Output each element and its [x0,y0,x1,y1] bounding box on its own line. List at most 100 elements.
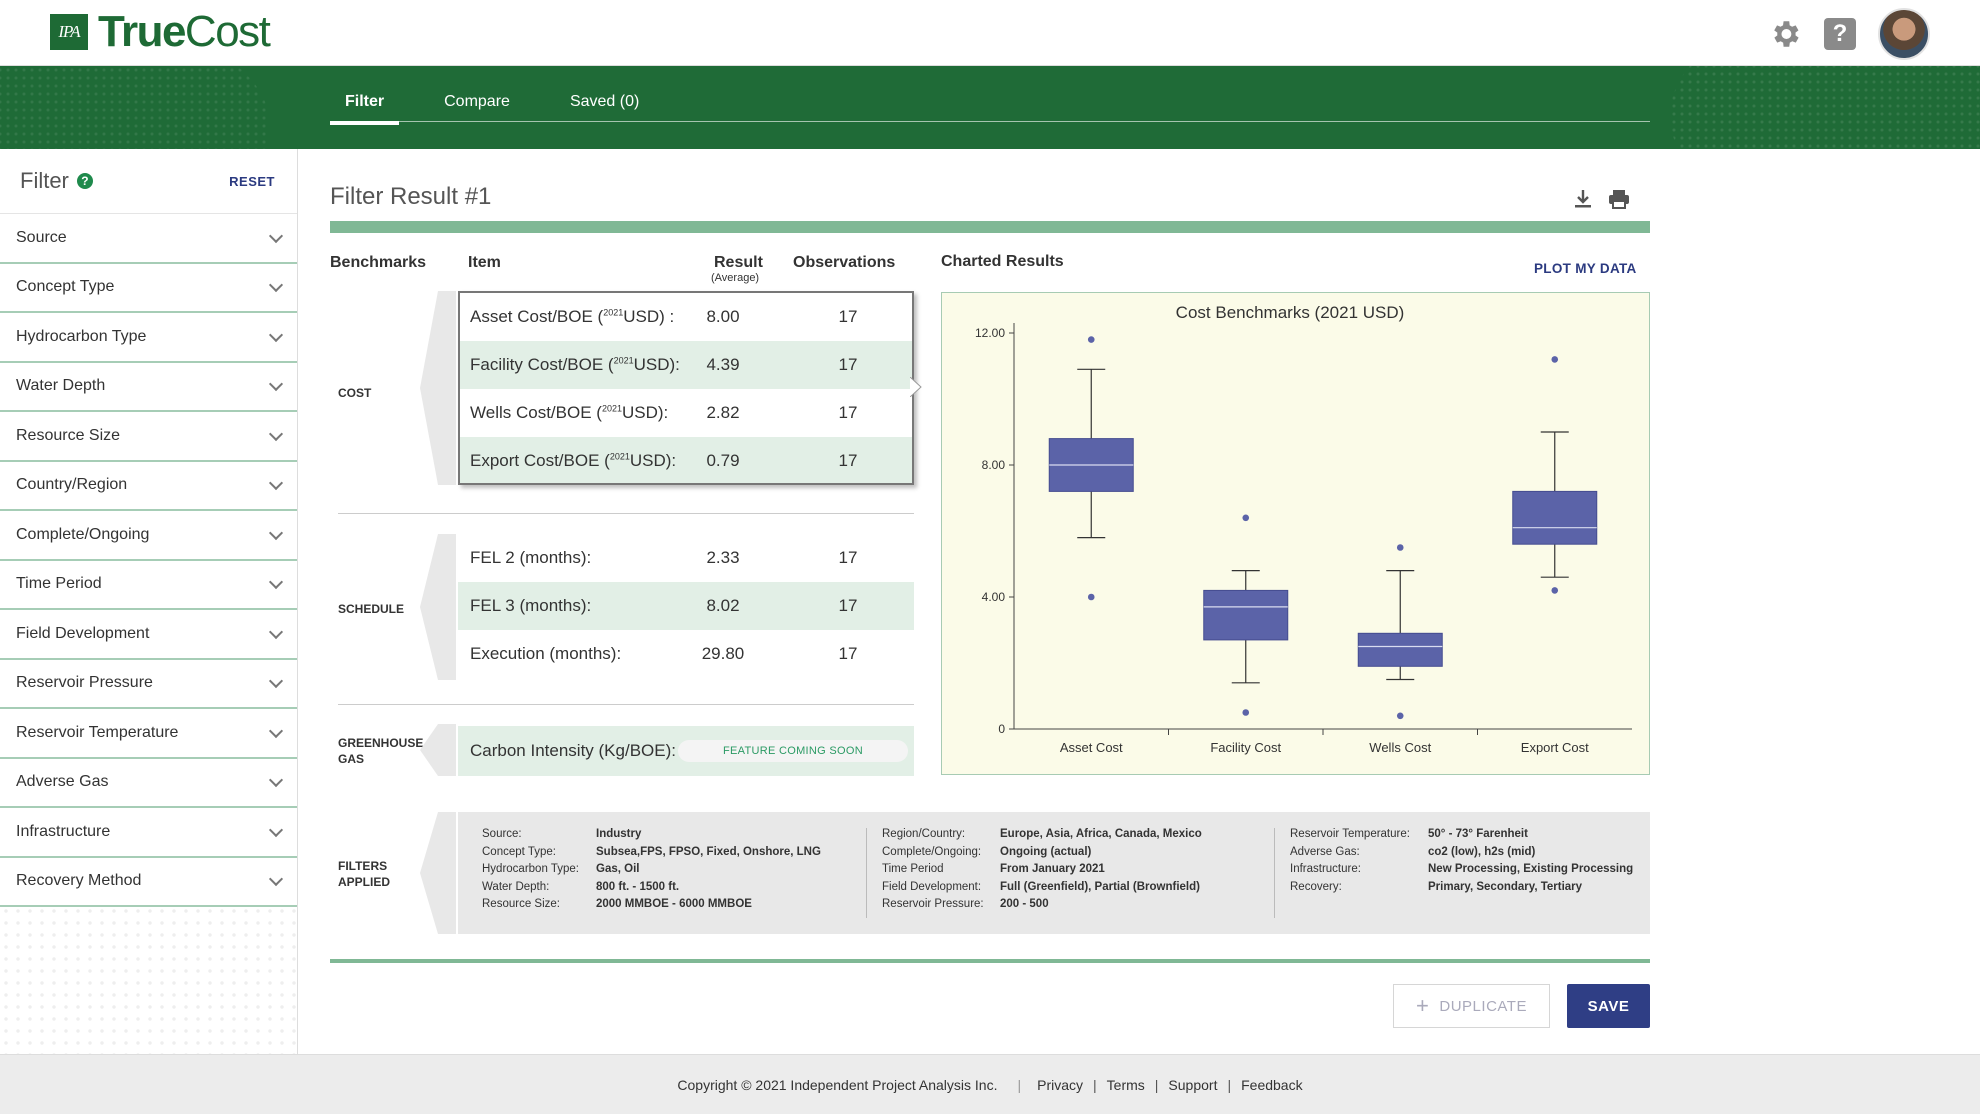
box-export-cost [1512,490,1598,545]
x-tick-label: Facility Cost [1210,740,1281,755]
facet-water-depth[interactable]: Water Depth [0,362,297,412]
observations-header: Observations [793,254,896,271]
filters-applied-box: Source: Industry Concept Type: Subsea,FPS,… [458,812,1650,934]
schedule-bracket [420,534,456,680]
table-row[interactable]: Execution (months): 29.80 17 [470,644,858,663]
facet-adverse-gas[interactable]: Adverse Gas [0,758,297,808]
top-right-icons: ? [1768,8,1930,60]
copyright-text: Copyright © 2021 Independent Project Ana… [677,1076,998,1093]
print-icon[interactable] [1608,189,1630,209]
facet-hydrocarbon-type[interactable]: Hydrocarbon Type [0,313,297,363]
plot-my-data-link[interactable]: PLOT MY DATA [1534,261,1637,276]
user-avatar[interactable] [1878,8,1930,60]
filters-separator [866,828,867,918]
outlier-point [1396,712,1404,720]
filters-col-1: Source: Industry Concept Type: Subsea,FPS,… [482,828,821,910]
chart-title: Cost Benchmarks (2021 USD) [1176,303,1405,322]
group-divider [338,513,914,514]
chevron-down-icon [268,476,284,491]
outlier-point [1242,514,1250,522]
filter-help-icon[interactable]: ? [76,173,93,189]
y-tick-label: 12.00 [975,326,1005,340]
save-button[interactable]: SAVE [1567,984,1650,1028]
facet-reservoir-temperature[interactable]: Reservoir Temperature [0,709,297,759]
filter-header: Filter ? RESET [0,149,297,214]
truecost-logo[interactable]: IPA TrueCost [50,7,271,56]
tab-filter[interactable]: Filter [330,93,400,125]
chevron-down-icon [268,624,284,639]
chevron-down-icon [268,773,284,788]
app-title: TrueCost [98,7,271,56]
tab-saved[interactable]: Saved (0) [569,93,640,110]
table-row[interactable]: FEL 3 (months): 8.02 17 [458,582,914,630]
chevron-down-icon [268,723,284,738]
reset-button[interactable]: RESET [229,173,275,189]
cost-benchmark-chart: Cost Benchmarks (2021 USD) 0 4.00 8.00 12.00… [941,292,1650,775]
schedule-group-label: SCHEDULE [338,602,405,616]
support-link[interactable]: Support [1168,1076,1218,1093]
result-subheader: (Average) [711,272,760,284]
tab-compare[interactable]: Compare [444,93,510,110]
chevron-down-icon [268,278,284,293]
privacy-link[interactable]: Privacy [1037,1076,1084,1093]
globe-decoration-right [1670,66,1980,149]
table-row[interactable]: Facility Cost/BOE (2021USD): 4.39 17 [458,341,914,389]
facet-recovery-method[interactable]: Recovery Method [0,857,297,907]
item-header: Item [468,254,501,271]
selection-pointer [910,377,922,397]
chevron-down-icon [268,228,284,243]
box-facility-cost [1203,589,1289,641]
filter-sidebar: Filter ? RESET Source Concept Type Hydro… [0,149,298,1054]
facet-complete-ongoing[interactable]: Complete/Ongoing [0,511,297,561]
help-icon[interactable]: ? [1824,18,1856,50]
gear-icon[interactable] [1768,17,1802,51]
facet-concept-type[interactable]: Concept Type [0,263,297,313]
chevron-down-icon [268,377,284,392]
filters-col-2: Region/Country: Europe, Asia, Africa, Can… [882,828,1202,910]
duplicate-button[interactable]: + DUPLICATE [1393,984,1550,1028]
outlier-point [1551,356,1559,363]
chevron-down-icon [268,575,284,590]
filters-col-3: Reservoir Temperature: 50° - 73° Farenhei… [1290,828,1634,893]
facet-reservoir-pressure[interactable]: Reservoir Pressure [0,659,297,709]
x-tick-label: Asset Cost [1060,740,1123,755]
download-icon[interactable] [1574,189,1592,209]
ipa-logo-badge: IPA [50,14,88,50]
result-header: Result [714,254,763,271]
top-bar: IPA TrueCost ? [0,0,1980,66]
y-tick-label: 0 [998,722,1005,736]
chevron-down-icon [268,872,284,887]
nav-band: Filter Compare Saved (0) [0,66,1980,149]
facet-country-region[interactable]: Country/Region [0,461,297,511]
feedback-link[interactable]: Feedback [1241,1076,1303,1093]
bottom-rule [330,959,1650,963]
filters-separator [1274,828,1275,918]
outlier-point [1087,593,1095,601]
cost-selection-frame [458,291,914,485]
x-tick-label: Wells Cost [1369,740,1431,755]
table-row[interactable]: Wells Cost/BOE (2021USD): 2.82 17 [470,403,858,422]
plus-icon: + [1416,993,1430,1018]
title-rule [330,221,1650,233]
facet-resource-size[interactable]: Resource Size [0,412,297,462]
facet-source[interactable]: Source [0,214,297,264]
table-row[interactable]: FEL 2 (months): 2.33 17 [470,548,858,567]
chevron-down-icon [268,426,284,441]
table-row[interactable]: Export Cost/BOE (2021USD): 0.79 17 [458,437,914,485]
chevron-down-icon [268,822,284,837]
table-row[interactable]: Asset Cost/BOE (2021USD) : 8.00 17 [470,307,858,326]
facet-infrastructure[interactable]: Infrastructure [0,808,297,858]
greenhouse-bracket [420,724,456,776]
cost-bracket [420,291,456,485]
terms-link[interactable]: Terms [1106,1076,1145,1093]
table-row[interactable]: Carbon Intensity (Kg/BOE): FEATURE COMIN… [458,726,914,776]
facet-field-development[interactable]: Field Development [0,610,297,660]
group-divider [338,704,914,705]
outlier-point [1551,587,1559,594]
box-plot-svg: Cost Benchmarks (2021 USD) 0 4.00 8.00 12.00… [975,303,1632,755]
globe-decoration-left [0,66,270,149]
facet-time-period[interactable]: Time Period [0,560,297,610]
charted-results-header: Charted Results [941,253,1064,270]
chevron-down-icon [268,525,284,540]
outlier-point [1242,709,1250,716]
